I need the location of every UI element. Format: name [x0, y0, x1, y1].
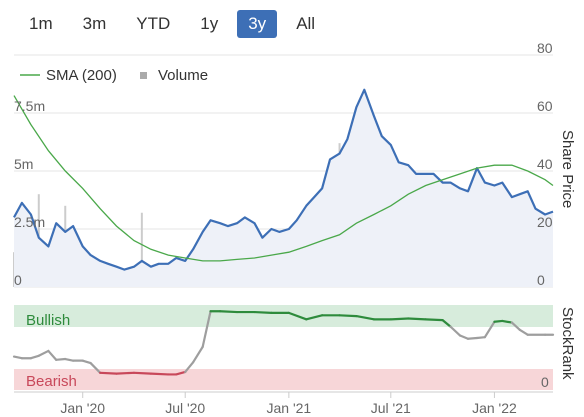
- price-area-fill: [14, 89, 553, 287]
- price-axis-tick: 60: [537, 98, 553, 114]
- stockrank-segment: [338, 314, 358, 318]
- stockrank-segment: [287, 311, 308, 321]
- bullish-zone: [14, 305, 553, 327]
- stockrank-segment: [184, 361, 195, 374]
- stockrank-segment: [201, 310, 212, 348]
- stockrank-segment: [99, 371, 118, 375]
- range-selector: 1m 3m YTD 1y 3y All: [18, 10, 334, 42]
- sma-legend-label[interactable]: SMA (200): [46, 67, 117, 84]
- volume-axis-tick: 2.5m: [14, 214, 45, 230]
- range-button-3y[interactable]: 3y: [237, 10, 278, 38]
- stockrank-segment: [89, 361, 102, 374]
- stockrank-segment: [501, 319, 513, 324]
- stockrank-segment: [29, 354, 40, 360]
- stockrank-segment: [192, 345, 204, 364]
- stockrank-segment: [149, 372, 170, 376]
- sma-200-line: [13, 95, 554, 262]
- price-axis-tick: 20: [537, 214, 553, 230]
- stockrank-axis-title: StockRank: [559, 307, 576, 380]
- stockrank-segment: [458, 334, 470, 340]
- volume-axis-ticks: 7.5m 5m 2.5m 0: [14, 98, 45, 288]
- volume-legend-label[interactable]: Volume: [158, 67, 208, 84]
- stockrank-segment: [12, 355, 23, 360]
- volume-bar: [140, 212, 143, 287]
- range-button-1y[interactable]: 1y: [200, 14, 219, 33]
- stockrank-segment: [132, 371, 152, 375]
- stockrank-segment: [37, 349, 50, 357]
- price-line: [13, 88, 554, 271]
- stockrank-segment: [355, 315, 375, 321]
- bullish-label: Bullish: [26, 312, 70, 329]
- share-price-axis-title: Share Price: [559, 130, 576, 208]
- stockrank-segment: [407, 317, 427, 321]
- volume-legend-swatch[interactable]: [140, 72, 147, 79]
- bearish-label: Bearish: [26, 373, 77, 390]
- stockrank-segment: [475, 336, 486, 340]
- x-axis-tick-label: Jul '20: [165, 400, 205, 416]
- range-button-3m[interactable]: 3m: [82, 14, 107, 33]
- range-button-ytd[interactable]: YTD: [136, 14, 171, 33]
- x-axis-tick-label: Jan '20: [60, 400, 105, 416]
- x-axis-tick-label: Jan '21: [266, 400, 311, 416]
- price-axis-tick: 0: [537, 272, 545, 288]
- x-axis-tick-label: Jul '21: [371, 400, 411, 416]
- stockrank-segment: [483, 320, 496, 339]
- stockrank-segment: [493, 319, 504, 323]
- x-axis-tick-label: Jan '22: [472, 400, 517, 416]
- volume-axis-tick: 7.5m: [14, 98, 45, 114]
- stockrank-segment: [466, 336, 479, 340]
- stockrank-segment: [55, 357, 67, 361]
- stockrank-segment: [305, 314, 324, 321]
- stockrank-segment: [64, 357, 75, 362]
- stockrank-segment: [389, 317, 410, 321]
- stockrank-axis-tick-0: 0: [541, 374, 549, 390]
- date-axis-ticks: Jan '20 Jul '20 Jan '21 Jul '21 Jan '22: [14, 391, 553, 416]
- stockrank-segment: [253, 310, 273, 314]
- stockrank-segment: [441, 319, 452, 328]
- stockrank-segment: [510, 321, 521, 331]
- price-axis-tick: 80: [537, 40, 553, 56]
- stockrank-segment: [424, 318, 444, 322]
- range-button-1m[interactable]: 1m: [29, 14, 53, 33]
- stockrank-segment: [47, 349, 58, 361]
- stockrank-segment: [115, 371, 136, 375]
- stockrank-segment: [219, 310, 239, 314]
- bearish-zone: [14, 369, 553, 390]
- stockrank-segment: [518, 328, 529, 336]
- stockrank-segment: [81, 359, 92, 365]
- range-button-all[interactable]: All: [296, 14, 316, 33]
- volume-axis-tick: 5m: [14, 156, 33, 172]
- price-axis-tick: 40: [537, 156, 553, 172]
- stockrank-segment: [449, 325, 462, 337]
- stockrank-segment: [175, 370, 187, 376]
- volume-axis-tick: 0: [14, 272, 22, 288]
- stockrank-line: [12, 310, 555, 376]
- price-axis-ticks: 80 60 40 20 0: [537, 40, 553, 288]
